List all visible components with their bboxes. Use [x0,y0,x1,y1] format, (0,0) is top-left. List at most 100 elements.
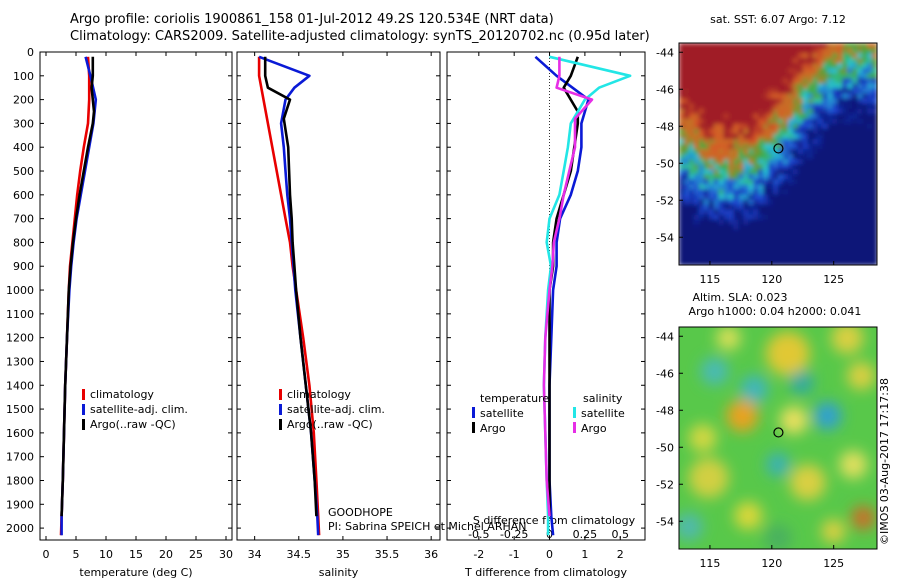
sla-map-subtitle: Argo h1000: 0.04 h2000: 0.041 [689,305,862,318]
panel-frame [446,51,646,541]
legend-label: satellite [581,407,625,420]
sst-map-image [679,43,877,265]
map-y-tick-label: -44 [656,330,674,343]
depth-tick-label: 700 [13,213,34,226]
depth-tick-label: 1200 [6,332,34,345]
depth-tick-label: 1400 [6,379,34,392]
map-x-tick-label: 115 [699,557,720,570]
map-x-tick-label: 120 [761,273,782,286]
depth-tick-label: 1900 [6,498,34,511]
x-tick-label: 30 [219,548,233,561]
x-tick-label: 35 [336,548,350,561]
map-y-tick-label: -46 [656,367,674,380]
x-axis-label: T difference from climatology [464,566,627,579]
legend-label: satellite-adj. clim. [287,403,385,416]
series-line-salinity-argo [542,56,594,517]
s-tick-label: 0.25 [573,528,598,541]
figure-title-line2: Climatology: CARS2009. Satellite-adjuste… [70,29,650,44]
depth-tick-label: 1500 [6,403,34,416]
x-tick-label: -1 [509,548,520,561]
x-tick-label: 0 [546,548,553,561]
legend-swatch [472,407,475,418]
legend-label: Argo(..raw -QC) [287,418,373,431]
x-tick-label: 34.5 [287,548,312,561]
figure-title-line1: Argo profile: coriolis 1900861_158 01-Ju… [70,12,554,27]
s-tick-label: -0.25 [500,528,528,541]
x-tick-label: 5 [73,548,80,561]
x-axis-label: salinity [319,566,359,579]
legend-swatch [573,422,576,433]
map-frame [678,326,878,550]
legend-title-temperature: temperature [480,392,549,405]
depth-tick-label: 600 [13,189,34,202]
series-line-salinity-satellite [542,55,632,536]
x-tick-label: 10 [99,548,113,561]
map-y-tick-label: -46 [656,83,674,96]
map-x-tick-label: 120 [761,557,782,570]
legend-label: climatology [90,388,154,401]
imos-credit: ©IMOS 03-Aug-2017 17:17:38 [878,378,891,545]
depth-tick-label: 800 [13,236,34,249]
depth-tick-label: 500 [13,165,34,178]
s-tick-label: -0.5 [468,528,489,541]
s-tick-label: 0 [546,528,553,541]
x-tick-label: 35.5 [375,548,400,561]
map-frame [678,42,878,266]
legend-label: climatology [287,388,351,401]
s-tick-label: 0.5 [612,528,630,541]
depth-tick-label: 200 [13,94,34,107]
x-tick-label: -2 [473,548,484,561]
depth-tick-label: 0 [27,46,34,59]
argo-position-marker [773,143,784,154]
map-frames: 115 120 125 -44 -46 -48 -50 -52 -54 sat. SST: 6.0… [656,13,878,570]
legend-label: Argo [581,422,607,435]
panel-differences: -2 -1 0 1 2 T difference from climatology S di… [446,51,646,579]
sla-map-image [679,327,877,549]
depth-tick-label: 300 [13,117,34,130]
legend-label: satellite-adj. clim. [90,403,188,416]
x-tick-label: 20 [159,548,173,561]
panel-salinity: 34 34.5 35 35.5 36 salinity climatology satelli… [236,51,527,579]
map-x-tick-label: 115 [699,273,720,286]
panel-temperature: 0100200300400500600700800900100011001200… [6,46,233,579]
legend-title-salinity: salinity [583,392,623,405]
map-y-tick-label: -50 [656,157,674,170]
depth-tick-label: 400 [13,141,34,154]
x-tick-label: 34 [248,548,262,561]
legend-swatch [279,389,282,400]
x-tick-label: 1 [581,548,588,561]
map-y-tick-label: -54 [656,515,674,528]
legend-swatch [82,404,85,415]
argo-position-marker [773,427,784,438]
project-label: GOODHOPE [328,506,393,519]
series-line-temperature-argo [548,56,580,517]
depth-tick-label: 1700 [6,451,34,464]
series-line-climatology [59,56,91,536]
depth-tick-label: 1300 [6,355,34,368]
map-x-tick-label: 125 [823,557,844,570]
legend-label: Argo(..raw -QC) [90,418,176,431]
depth-tick-label: 2000 [6,522,34,535]
map-x-tick-label: 125 [823,273,844,286]
map-y-tick-label: -50 [656,441,674,454]
x-tick-label: 2 [617,548,624,561]
series-line-argo-raw-qc- [263,56,318,517]
map-axes-sla-map: 115 120 125 -44 -46 -48 -50 -52 -54 Altim. SLA: 0… [656,291,878,570]
series-line-climatology [257,56,321,536]
legend-swatch [573,407,576,418]
legend-swatch [82,389,85,400]
legend-swatch [82,419,85,430]
map-axes-sst-map: 115 120 125 -44 -46 -48 -50 -52 -54 sat. SST: 6.0… [656,13,878,286]
x-tick-label: 25 [189,548,203,561]
series-line-argo-raw-qc- [60,56,96,517]
x-tick-label: 15 [129,548,143,561]
depth-tick-label: 1100 [6,308,34,321]
legend-swatch [279,404,282,415]
map-y-tick-label: -52 [656,478,674,491]
series-line-temperature-satellite [534,55,590,536]
pi-label: PI: Sabrina SPEICH et Michel ARHAN [328,520,527,533]
sla-map-title: Altim. SLA: 0.023 [692,291,787,304]
x-tick-label: 36 [424,548,438,561]
x-axis-label: temperature (deg C) [79,566,192,579]
depth-tick-label: 1600 [6,427,34,440]
